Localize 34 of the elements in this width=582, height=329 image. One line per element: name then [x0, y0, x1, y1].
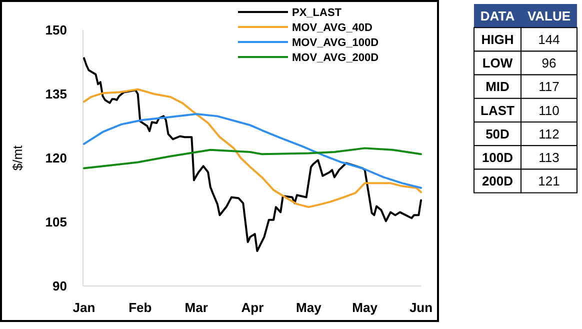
category-label: MID: [486, 79, 510, 94]
legend-label: PX_LAST: [292, 6, 342, 19]
data-label: 110: [538, 102, 560, 118]
data-label: 121: [538, 174, 560, 189]
data-label: 117: [538, 79, 560, 94]
text: DATA: [480, 8, 516, 24]
x-tick-label: Jun: [409, 300, 433, 315]
data-label: 96: [542, 56, 556, 71]
category-label: 50D: [486, 126, 510, 142]
x-tick-label: Feb: [128, 300, 152, 315]
category-label: LOW: [482, 56, 514, 71]
x-tick-label: Mar: [184, 300, 208, 315]
y-axis-title: $/mt: [10, 144, 25, 171]
y-tick-label: 120: [45, 150, 67, 166]
y-tick-label: 150: [45, 22, 67, 38]
y-tick-label: 90: [52, 278, 67, 294]
y-tick-label: 135: [45, 86, 67, 102]
data-label: 112: [538, 126, 560, 142]
legend-label: MOV_AVG_200D: [292, 52, 379, 64]
x-tick-label: May: [296, 300, 322, 315]
text: VALUE: [527, 8, 571, 24]
category-label: 100D: [482, 150, 514, 165]
x-tick-label: May: [352, 300, 378, 315]
data-label: 113: [538, 150, 560, 165]
data-label: 144: [538, 32, 560, 47]
x-tick-label: Apr: [241, 300, 264, 315]
y-tick-label: 105: [45, 214, 67, 230]
category-label: LAST: [480, 102, 515, 118]
x-tick-label: Jan: [72, 300, 96, 315]
line-series: [83, 113, 422, 189]
legend-label: MOV_AVG_40D: [292, 22, 373, 34]
category-label: 200D: [482, 174, 514, 189]
category-label: HIGH: [481, 32, 514, 47]
legend-label: MOV_AVG_100D: [292, 36, 379, 49]
